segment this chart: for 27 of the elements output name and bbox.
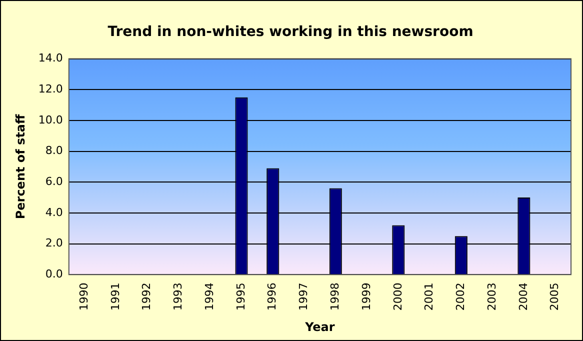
x-tick-label: 2002 <box>454 282 468 311</box>
y-axis-title: Percent of staff <box>13 114 28 220</box>
y-tick-label: 14.0 <box>38 52 63 65</box>
x-tick-label: 1993 <box>172 282 185 311</box>
y-tick-label: 4.0 <box>45 206 63 219</box>
x-tick-label: 1992 <box>140 282 154 311</box>
x-tick-label: 1991 <box>108 282 122 311</box>
x-tick-label: 2003 <box>485 282 498 311</box>
chart-title: Trend in non-whites working in this newsroom <box>108 24 474 40</box>
x-tick-label: 1998 <box>328 282 342 311</box>
x-tick-label: 1996 <box>266 282 279 311</box>
x-axis-title: Year <box>304 320 335 334</box>
x-tick-label: 2001 <box>422 282 436 311</box>
x-tick-label: 2004 <box>516 282 530 311</box>
x-tick-label: 2005 <box>548 282 562 311</box>
y-tick-label: 6.0 <box>45 174 63 188</box>
x-tick-label: 1995 <box>234 282 248 311</box>
x-tick-label: 2000 <box>391 282 404 311</box>
x-tick-label: 1999 <box>360 282 373 311</box>
y-tick-label: 0.0 <box>45 267 63 280</box>
y-tick-label: 10.0 <box>38 113 63 126</box>
x-tick-label: 1997 <box>297 282 310 311</box>
y-tick-label: 8.0 <box>45 144 63 158</box>
y-tick-label: 12.0 <box>38 82 63 96</box>
y-tick-label: 2.0 <box>45 236 63 250</box>
x-tick-label: 1994 <box>202 282 216 311</box>
x-tick-label: 1990 <box>77 282 90 311</box>
